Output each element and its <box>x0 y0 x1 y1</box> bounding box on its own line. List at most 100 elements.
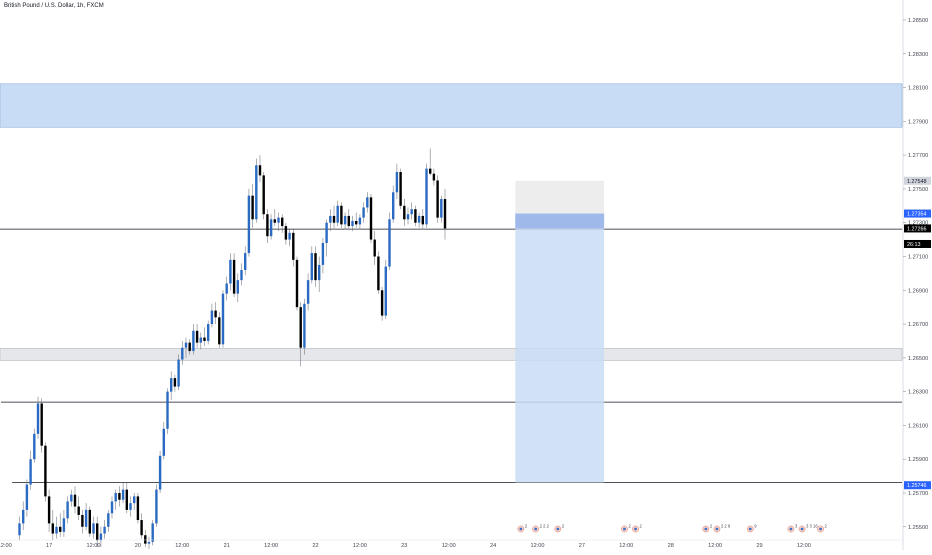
economic-event-marker[interactable]: 2 <box>621 524 631 533</box>
candle-body-up <box>110 501 114 514</box>
flag-center-icon <box>634 527 637 531</box>
candle-body-down <box>369 197 373 240</box>
candle <box>284 222 288 245</box>
economic-event-marker[interactable]: 3 <box>787 524 798 533</box>
candle <box>303 298 306 355</box>
candle-body-down <box>292 232 295 260</box>
position-stop-area[interactable] <box>515 180 605 214</box>
candle <box>225 276 228 301</box>
economic-event-marker[interactable]: 2 <box>517 524 528 533</box>
time-tick-label: 12:00 <box>619 543 633 549</box>
candle-body-up <box>147 541 151 544</box>
candle <box>251 183 254 228</box>
candle-body-up <box>244 253 247 270</box>
candle-body-down <box>47 496 51 524</box>
price-axis[interactable]: 1.28500 1.28300 1.28100 1.27900 1.27700 1.275… <box>902 0 928 550</box>
candle-body-up <box>129 503 132 510</box>
candle <box>362 202 365 223</box>
candle-body-down <box>173 378 177 387</box>
candle-body-up <box>121 489 125 500</box>
candle <box>380 286 384 321</box>
flag-center-icon <box>623 527 626 531</box>
candle <box>136 492 140 524</box>
event-count-label: 2 <box>562 524 565 529</box>
candle-body-up <box>277 217 280 223</box>
candle <box>388 212 391 270</box>
short-position-tool[interactable] <box>515 180 605 483</box>
candle-body-down <box>77 506 80 515</box>
time-tick-label: 20 <box>135 543 141 549</box>
candle <box>18 516 21 541</box>
support-zone[interactable] <box>0 348 903 361</box>
price-tag-blue: 1.25746 <box>904 481 931 490</box>
event-count-label: 2 <box>825 524 828 529</box>
candle <box>310 246 313 284</box>
candles-layer <box>18 148 447 549</box>
supply-zone[interactable] <box>0 83 903 128</box>
economic-event-marker[interactable]: 2 <box>702 524 713 533</box>
economic-event-marker[interactable]: 9 <box>746 524 757 533</box>
economic-event-marker[interactable]: 2 <box>817 524 828 533</box>
time-tick-label: 12:00 <box>264 543 278 549</box>
candle <box>195 324 199 348</box>
candle <box>121 482 125 504</box>
candle-body-up <box>310 253 313 281</box>
candle <box>244 246 247 276</box>
candle-body-down <box>295 259 299 308</box>
candle-body-up <box>162 428 165 456</box>
candle <box>240 263 243 286</box>
candle <box>92 516 95 539</box>
candle <box>321 237 325 274</box>
time-tick-label: 12:00 <box>442 543 456 549</box>
candle <box>340 202 343 228</box>
event-count-label: 2 <box>525 524 528 529</box>
time-tick-label: 17 <box>46 543 52 549</box>
candle <box>295 256 299 311</box>
candle-body-down <box>429 168 432 174</box>
candle <box>288 229 291 247</box>
candle <box>29 450 32 490</box>
candle <box>236 273 239 303</box>
candle-body-up <box>18 523 21 536</box>
candle <box>425 163 428 228</box>
price-tag-label: 1.27354 <box>907 212 927 218</box>
candle <box>269 214 273 240</box>
economic-event-marker[interactable]: 3 3 16 <box>798 524 818 533</box>
candle-body-up <box>114 492 117 502</box>
candle <box>207 320 210 345</box>
price-tag-label: 1.27266 <box>907 226 927 232</box>
time-axis[interactable]: 12:00 17 12:00 20 12:00 21 12:00 22 12:00 23 12:00… <box>0 539 903 549</box>
candle <box>351 215 354 232</box>
candle <box>188 339 191 355</box>
time-tick-label: 12:00 <box>87 543 101 549</box>
economic-event-marker[interactable]: 2 2 9 <box>713 524 731 533</box>
candle-body-down <box>140 520 143 536</box>
candle <box>314 246 317 287</box>
candle <box>266 209 269 243</box>
time-tick-label: 12:00 <box>353 543 367 549</box>
candle <box>358 214 362 230</box>
price-tick-label: 1.25500 <box>908 525 928 531</box>
position-target-area[interactable] <box>515 213 605 483</box>
candle-body-down <box>273 219 276 223</box>
candle-body-up <box>151 523 154 542</box>
economic-event-marker[interactable]: 2 2 2 <box>532 524 550 533</box>
economic-events-layer[interactable]: 2 2 2 2 2 2 2 2 2 2 9 9 3 3 3 16 2 <box>517 524 828 533</box>
candle-body-up <box>288 232 291 240</box>
price-tag-box <box>904 239 931 248</box>
time-tick-label: 12:00 <box>797 543 811 549</box>
candle <box>406 207 410 225</box>
candle-body-down <box>195 330 199 343</box>
candle <box>210 303 214 328</box>
economic-event-marker[interactable]: 2 <box>554 524 565 533</box>
candle <box>247 188 251 257</box>
price-tick-label: 1.27500 <box>908 187 928 193</box>
candle <box>417 212 421 228</box>
zones-layer <box>0 83 903 361</box>
candle-body-up <box>55 526 58 534</box>
economic-event-marker[interactable]: 2 <box>632 524 643 533</box>
flag-center-icon <box>819 527 822 531</box>
candle <box>184 337 188 358</box>
